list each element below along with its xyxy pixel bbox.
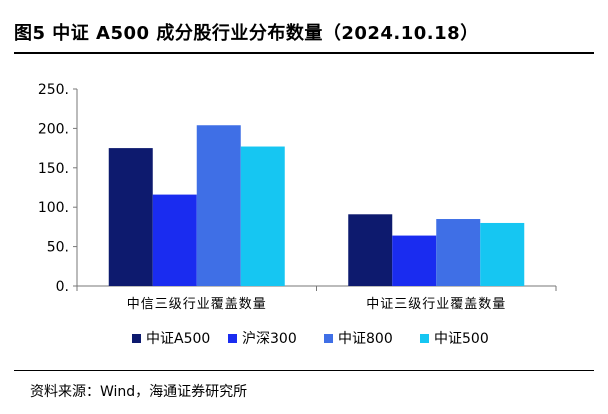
legend-label-1: 中证A500 (146, 331, 210, 347)
legend-label-2: 沪深300 (242, 331, 297, 347)
bar-chart: 0. 50. 100. 150. 200. 250. 中信三级行业覆盖数量 中证三级行业覆盖数… (38, 82, 557, 347)
bar-2-2 (392, 235, 437, 286)
bar-4-1 (240, 146, 285, 286)
x-category-label: 中证三级行业覆盖数量 (366, 297, 506, 312)
bar-3-1 (196, 125, 241, 286)
y-tick-label: 100. (38, 200, 69, 216)
y-tick-label: 250. (38, 82, 69, 98)
bar-1-2 (348, 214, 393, 286)
bar-2-1 (152, 194, 197, 286)
bar-1-1 (108, 148, 153, 286)
y-tick-label: 200. (38, 121, 69, 137)
legend-swatch-2 (228, 334, 237, 343)
legend-label-4: 中证500 (434, 331, 489, 347)
figure-title-bar: 图5 中证 A500 成分股行业分布数量（2024.10.18） (14, 17, 594, 47)
source-rule (14, 370, 594, 371)
chart-area: 0. 50. 100. 150. 200. 250. 中信三级行业覆盖数量 中证三级行业覆盖数… (0, 60, 608, 370)
legend-swatch-1 (132, 334, 141, 343)
title-rule (14, 52, 594, 54)
source-note: 资料来源：Wind，海通证券研究所 (30, 384, 248, 400)
figure-title: 图5 中证 A500 成分股行业分布数量（2024.10.18） (14, 23, 479, 44)
legend-label-3: 中证800 (338, 331, 393, 347)
y-tick-label: 50. (47, 240, 69, 256)
y-tick-label: 0. (56, 279, 69, 295)
x-category-label: 中信三级行业覆盖数量 (127, 297, 267, 312)
legend-swatch-4 (420, 334, 429, 343)
legend-swatch-3 (324, 334, 333, 343)
bar-3-2 (436, 219, 481, 286)
y-tick-label: 150. (38, 161, 69, 177)
bar-4-2 (480, 222, 525, 286)
